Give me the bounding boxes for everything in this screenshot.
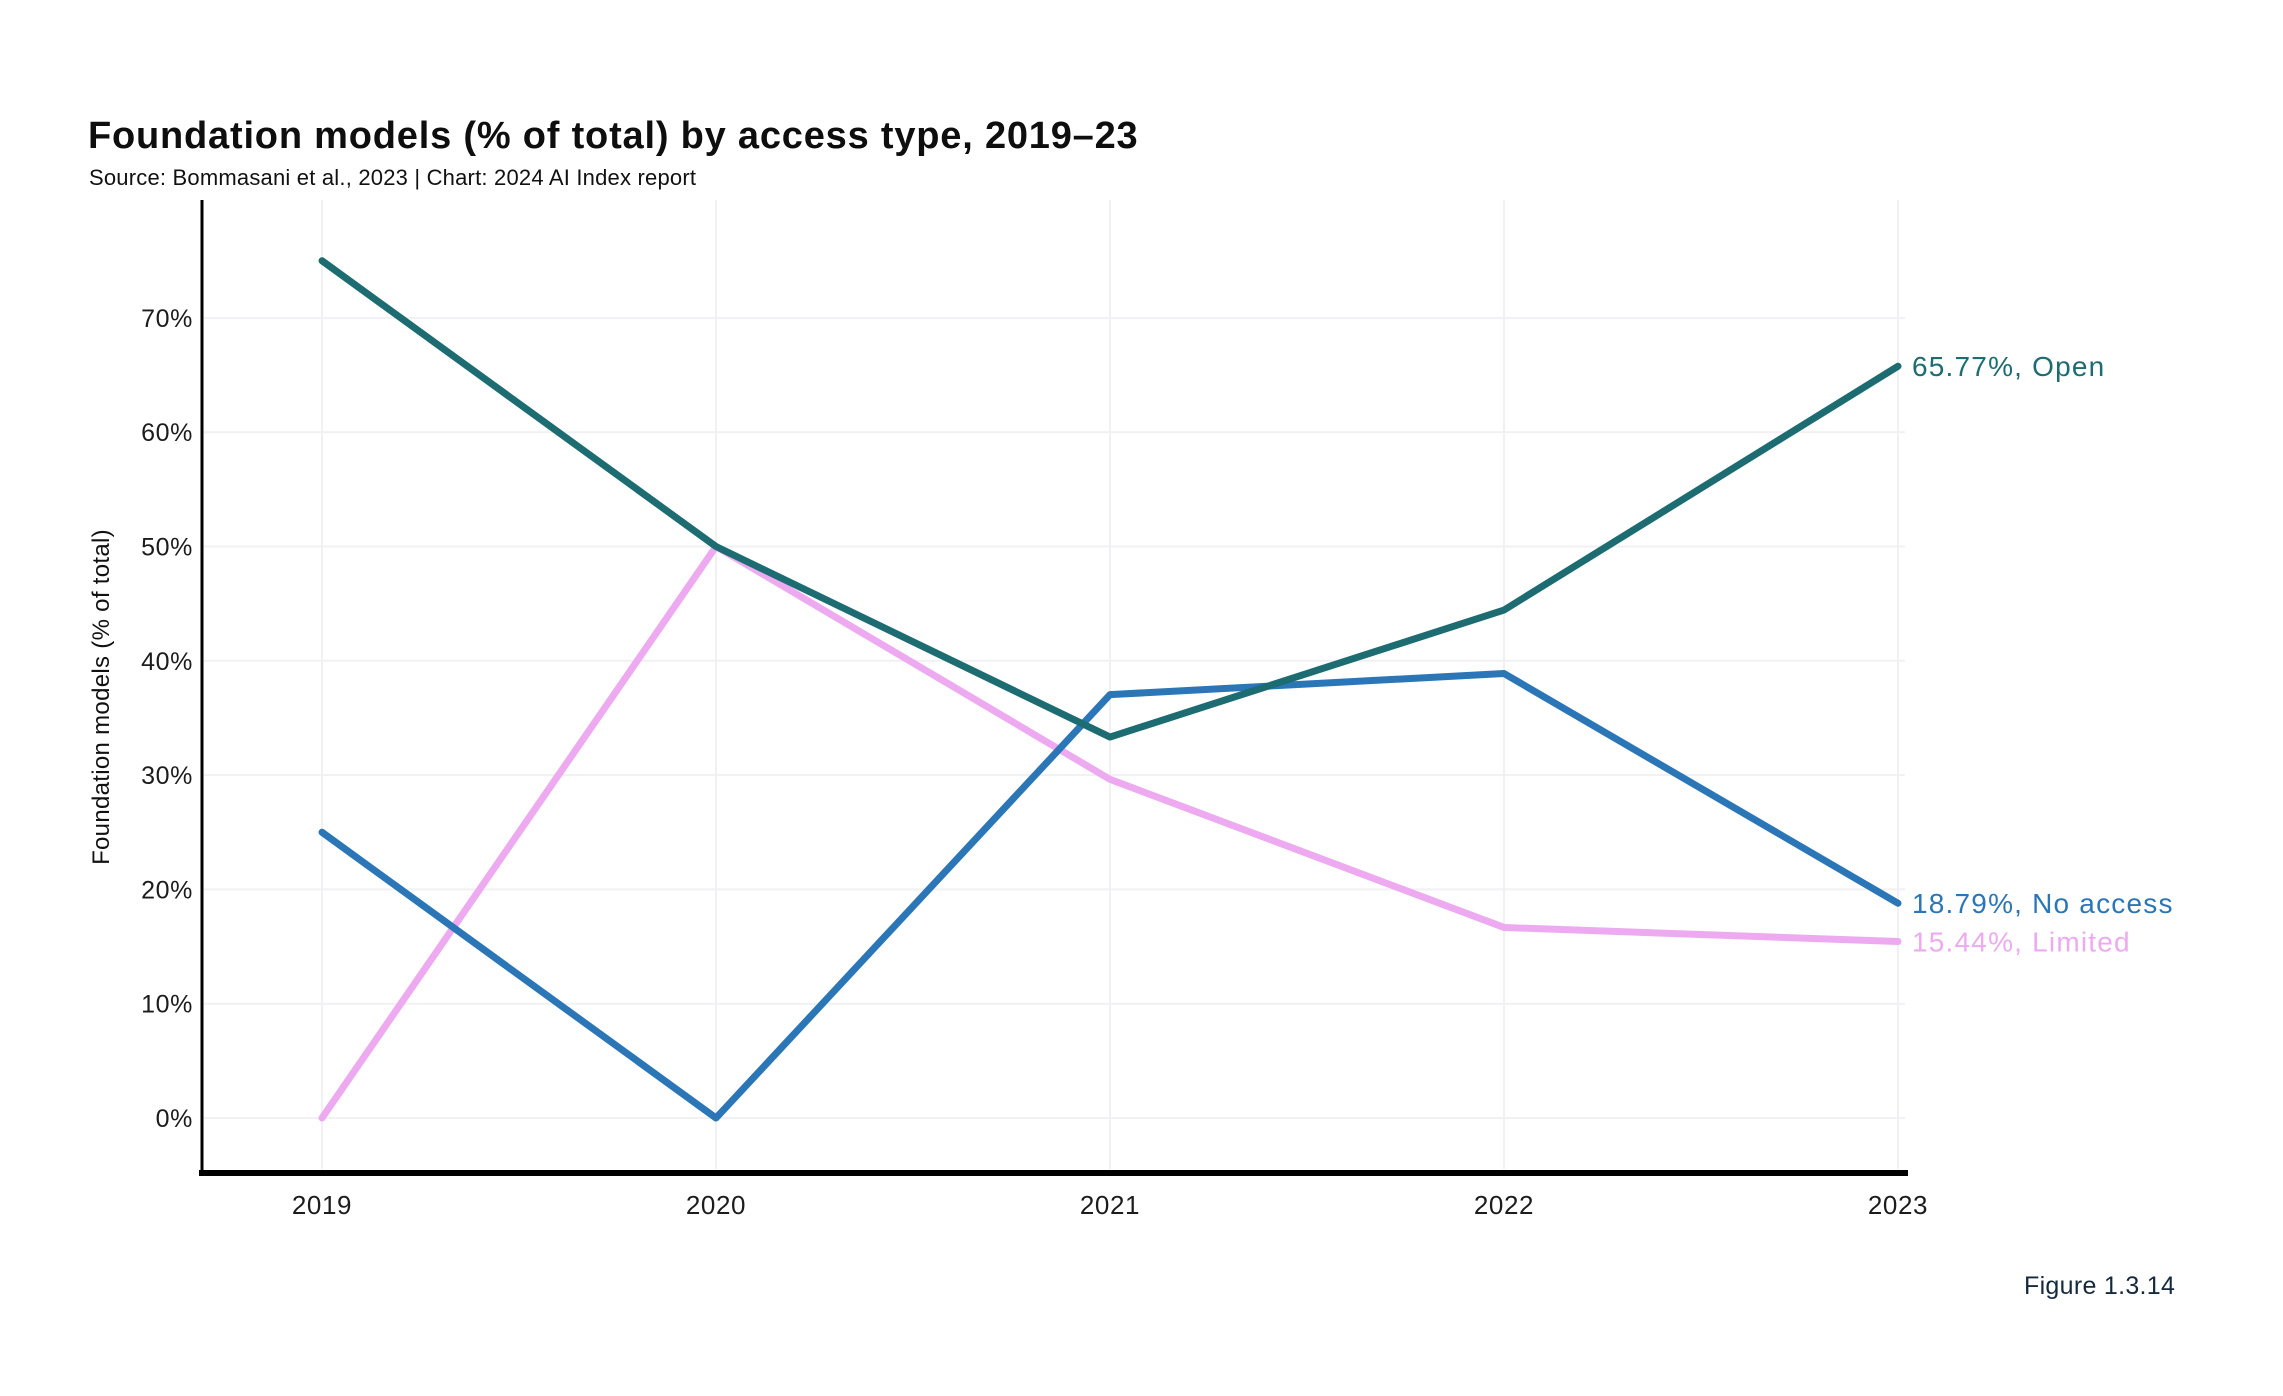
y-axis-tick-label: 10% [141, 991, 193, 1019]
series-line-no-access [318, 669, 1902, 1122]
series-line-limited [318, 543, 1902, 1122]
figure-number: Figure 1.3.14 [2024, 1272, 2176, 1300]
y-axis-tick-label: 20% [141, 876, 193, 904]
x-axis-tick-label: 2021 [1080, 1190, 1140, 1220]
y-axis-tick-label: 60% [141, 419, 193, 447]
series-end-label-limited: 15.44%, Limited [1912, 927, 2131, 958]
series-end-label-open: 65.77%, Open [1912, 351, 2105, 382]
y-axis-tick-label: 40% [141, 648, 193, 676]
x-axis-tick-label: 2023 [1868, 1190, 1928, 1220]
y-axis-tick-label: 50% [141, 534, 193, 562]
chart-source: Source: Bommasani et al., 2023 | Chart: … [89, 165, 697, 190]
x-axis-tick-label: 2020 [686, 1190, 746, 1220]
y-axis-tick-label: 30% [141, 762, 193, 790]
x-axis-tick-label: 2022 [1474, 1190, 1534, 1220]
chart-title: Foundation models (% of total) by access… [88, 115, 1139, 157]
x-axis-tick-label: 2019 [292, 1190, 352, 1220]
series-end-label-no-access: 18.79%, No access [1912, 888, 2174, 919]
y-axis-tick-label: 0% [156, 1105, 193, 1133]
y-axis-tick-label: 70% [141, 305, 193, 333]
series-line-open [318, 257, 1902, 741]
